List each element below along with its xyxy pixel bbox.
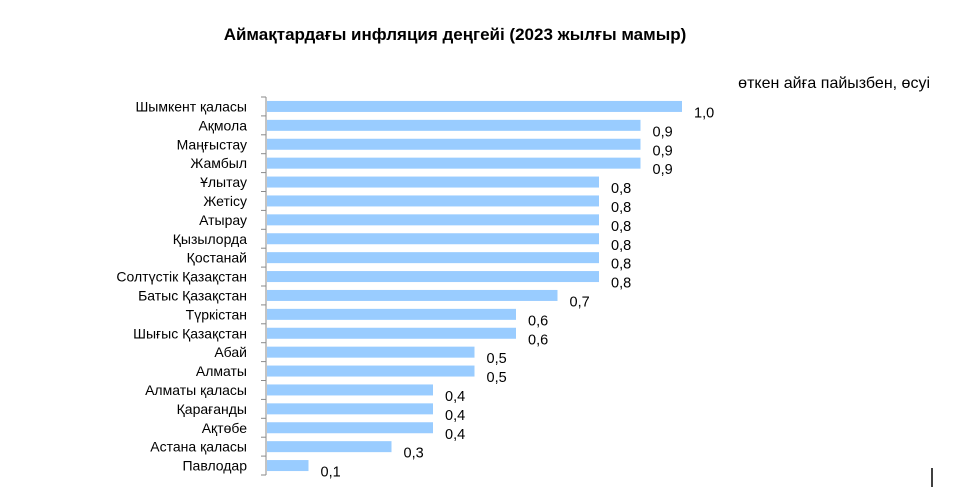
category-label: Түркістан xyxy=(186,306,247,322)
unit-label: өткен айға пайызбен, өсуі xyxy=(738,75,930,92)
bar xyxy=(267,460,309,472)
category-label: Қарағанды xyxy=(177,401,247,417)
category-label: Жамбыл xyxy=(190,155,247,171)
value-label: 0,5 xyxy=(487,351,507,367)
axis-ticks xyxy=(261,96,266,476)
value-label: 0,8 xyxy=(611,200,631,216)
bar xyxy=(267,176,599,188)
bar xyxy=(267,100,682,112)
value-label: 0,9 xyxy=(653,124,673,140)
bar xyxy=(267,441,392,453)
value-label: 0,5 xyxy=(487,370,507,386)
category-label: Атырау xyxy=(199,212,247,228)
value-label: 0,6 xyxy=(528,332,548,348)
category-label: Маңғыстау xyxy=(177,136,247,152)
value-label: 0,9 xyxy=(653,162,673,178)
bar xyxy=(267,233,599,245)
bar xyxy=(267,271,599,283)
bar xyxy=(267,252,599,264)
category-label: Павлодар xyxy=(182,458,247,474)
bar xyxy=(267,403,433,415)
category-label: Ақтөбе xyxy=(202,420,248,436)
value-label: 0,4 xyxy=(445,389,465,405)
value-label: 0,8 xyxy=(611,257,631,273)
value-label: 0,8 xyxy=(611,238,631,254)
category-labels: Шымкент қаласы Ақмола Маңғыстау Жамбыл Ұлыта… xyxy=(116,98,247,473)
chart-title: Аймақтардағы инфляция деңгейі (2023 жылғ… xyxy=(224,25,687,44)
bar xyxy=(267,346,475,358)
category-label: Абай xyxy=(214,344,247,360)
bar xyxy=(267,214,599,226)
bar xyxy=(267,119,641,131)
bar xyxy=(267,157,641,169)
bar xyxy=(267,289,558,301)
category-label: Ақмола xyxy=(198,117,247,133)
value-label: 0,8 xyxy=(611,181,631,197)
category-label: Жетісу xyxy=(203,193,247,209)
bar xyxy=(267,327,516,339)
category-label: Солтүстік Қазақстан xyxy=(116,269,247,285)
value-label: 0,1 xyxy=(321,465,341,481)
value-label: 0,6 xyxy=(528,313,548,329)
category-label: Шымкент қаласы xyxy=(135,98,247,114)
bar xyxy=(267,308,516,320)
category-label: Алматы қаласы xyxy=(145,382,247,398)
value-labels: 1,0 0,9 0,9 0,9 0,8 0,8 0,8 0,8 0,8 0,8 0,7 0,6 0,6 0… xyxy=(321,105,715,480)
value-label: 1,0 xyxy=(694,105,714,121)
value-label: 0,4 xyxy=(445,427,465,443)
category-label: Астана қаласы xyxy=(150,439,247,455)
bar xyxy=(267,138,641,150)
category-label: Батыс Қазақстан xyxy=(138,287,247,303)
value-label: 0,8 xyxy=(611,219,631,235)
bar xyxy=(267,365,475,377)
bar xyxy=(267,422,433,434)
bars-group xyxy=(267,100,682,472)
value-label: 0,8 xyxy=(611,276,631,292)
value-label: 0,9 xyxy=(653,143,673,159)
category-label: Қостанай xyxy=(187,250,247,266)
value-label: 0,3 xyxy=(404,446,424,462)
value-label: 0,7 xyxy=(570,294,590,310)
category-label: Қызылорда xyxy=(173,231,247,247)
value-label: 0,4 xyxy=(445,408,465,424)
category-label: Алматы xyxy=(196,363,247,379)
bar xyxy=(267,195,599,207)
category-label: Ұлытау xyxy=(200,174,247,190)
bar xyxy=(267,384,433,396)
category-label: Шығыс Қазақстан xyxy=(133,325,247,341)
